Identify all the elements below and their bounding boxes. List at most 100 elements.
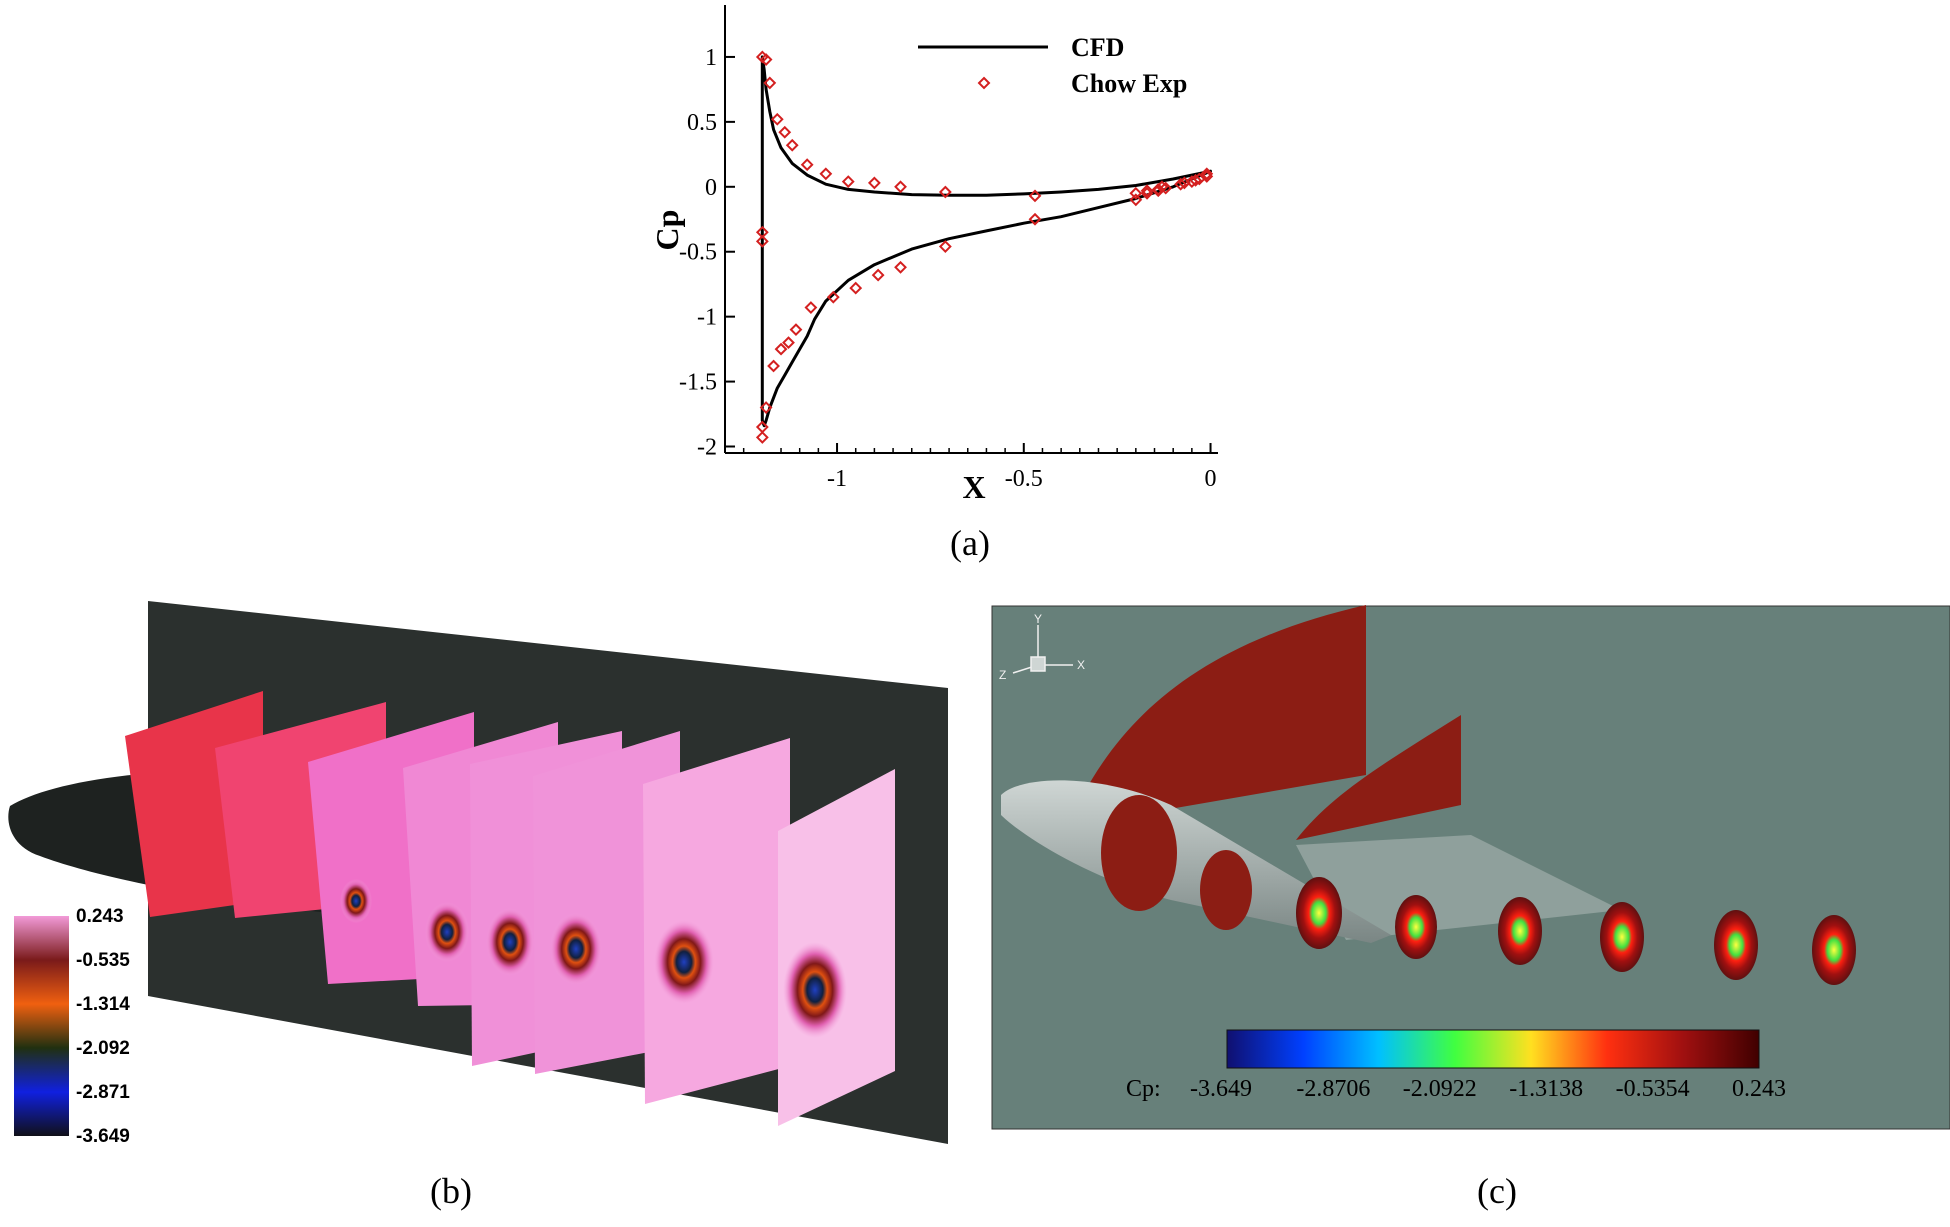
- fin-small: [1296, 715, 1461, 840]
- exp-point: [867, 176, 881, 190]
- vortex-core: [1296, 877, 1342, 949]
- exp-point: [1174, 177, 1188, 191]
- exp-point: [894, 260, 907, 274]
- caption-a: (a): [950, 523, 990, 563]
- x-tick-label: -0.5: [1005, 466, 1043, 492]
- exp-point: [1189, 173, 1203, 187]
- vortex-core: [340, 879, 372, 923]
- cfd-image: Y Z X Cp: -3.649 -2.8706 -2.0922 -1.3138 -0.…: [991, 605, 1950, 1130]
- caption-b: (b): [430, 1171, 472, 1211]
- legend-exp-label: Chow Exp: [1071, 69, 1187, 98]
- x-axis-label: X: [962, 469, 985, 505]
- slice-plane: [643, 738, 790, 1104]
- colorbar-c-labels: -3.649 -2.8706 -2.0922 -1.3138 -0.5354 0.243: [1190, 1076, 1786, 1102]
- axis-z-label: Z: [999, 668, 1006, 682]
- colorbar-b: 0.243 -0.535 -1.314 -2.092 -2.871 -3.649: [14, 906, 130, 1147]
- axis-x-label: X: [1077, 658, 1085, 672]
- chart-axes: 1 0.5 0 -0.5 -1 -1.5 -2 -1 -0.5 0 X Cp: [649, 5, 1218, 505]
- chart-legend: CFD Chow Exp: [918, 33, 1187, 98]
- exp-point: [789, 323, 803, 337]
- y-tick-label: -1: [697, 305, 717, 331]
- exp-point: [1200, 167, 1214, 181]
- colorbar-b-label: -3.649: [76, 1126, 130, 1146]
- cp-chart: 1 0.5 0 -0.5 -1 -1.5 -2 -1 -0.5 0 X Cp CFD Chow Exp: [649, 5, 1218, 505]
- vortex-core: [783, 942, 847, 1038]
- exp-point: [1028, 212, 1042, 226]
- legend-exp-swatch: [977, 76, 991, 90]
- colorbar-b-label: -1.314: [76, 994, 130, 1015]
- exp-point: [1140, 184, 1154, 198]
- fin-large: [1066, 605, 1366, 830]
- exp-point: [759, 401, 773, 414]
- exp-point: [755, 431, 769, 444]
- vortex-core: [1395, 895, 1437, 959]
- exp-point: [871, 268, 885, 282]
- colorbar-b-label: -2.092: [76, 1038, 130, 1059]
- y-axis-label: Cp: [649, 210, 685, 251]
- colorbar-b-label: -2.871: [76, 1082, 130, 1103]
- vortex-core: [654, 920, 714, 1004]
- exp-point: [785, 138, 799, 152]
- exp-point: [767, 359, 780, 373]
- exp-point: [849, 281, 863, 295]
- exp-point: [826, 290, 840, 304]
- y-tick-label: -0.5: [679, 240, 717, 266]
- exp-point: [763, 76, 777, 90]
- x-tick-label: 0: [1205, 466, 1217, 492]
- exp-point: [759, 53, 773, 66]
- vortex-core: [486, 908, 534, 976]
- exp-point: [1200, 169, 1214, 183]
- vortex-core: [1600, 902, 1644, 972]
- colorbar-c-label: -1.3138: [1509, 1076, 1583, 1102]
- slice-plane: [778, 769, 895, 1126]
- vortex-core: [1101, 795, 1177, 911]
- colorbar-c-label: -2.8706: [1296, 1076, 1370, 1102]
- exp-point: [1129, 193, 1143, 207]
- experiment-image: 0.243 -0.535 -1.314 -2.092 -2.871 -3.649: [0, 596, 950, 1147]
- exp-point: [755, 234, 769, 248]
- y-tick-label: -2: [697, 435, 717, 461]
- chart-series: [755, 50, 1214, 444]
- vortex-core: [550, 913, 602, 985]
- exp-point: [938, 240, 952, 253]
- y-tick-label: 1: [705, 45, 717, 71]
- legend-cfd-label: CFD: [1071, 33, 1124, 62]
- axis-y-label: Y: [1034, 612, 1042, 626]
- exp-point: [841, 175, 855, 189]
- vortex-core: [1714, 910, 1758, 980]
- y-tick-label: -1.5: [679, 370, 717, 396]
- vortex-core: [1200, 850, 1252, 930]
- colorbar-c-label: -3.649: [1190, 1076, 1252, 1102]
- exp-point: [819, 167, 833, 181]
- colorbar-c-label: 0.243: [1732, 1076, 1786, 1102]
- colorbar-c-label: -2.0922: [1403, 1076, 1477, 1102]
- exp-point: [1028, 189, 1042, 203]
- colorbar-c-label: -0.5354: [1616, 1076, 1690, 1102]
- exp-point: [1177, 176, 1191, 190]
- cfd-scene: Y Z X Cp: -3.649 -2.8706 -2.0922 -1.3138 -0.…: [991, 605, 1950, 1130]
- exp-point: [1129, 186, 1143, 200]
- exp-point: [800, 158, 814, 172]
- colorbar-b-bar: [14, 916, 69, 1136]
- colorbar-title: Cp:: [1126, 1076, 1161, 1102]
- exp-point: [1140, 186, 1154, 200]
- y-tick-label: 0.5: [687, 110, 717, 136]
- x-tick-label: -1: [827, 466, 847, 492]
- axes-triad: [1012, 625, 1073, 674]
- exp-point: [782, 336, 795, 350]
- body-nose: [1001, 780, 1391, 943]
- exp-point: [774, 342, 788, 356]
- exp-point: [778, 125, 792, 139]
- vortex-core: [1812, 915, 1856, 985]
- y-tick-label: 0: [705, 175, 717, 201]
- vortex-core: [1498, 897, 1542, 965]
- exp-point: [938, 185, 952, 199]
- colorbar-b-label: -0.535: [76, 950, 130, 971]
- cfd-line: [760, 55, 1212, 428]
- wing-plane: [1296, 835, 1621, 940]
- colorbar-c: [1226, 1029, 1760, 1069]
- exp-point: [894, 180, 907, 194]
- colorbar-b-label: 0.243: [76, 906, 124, 927]
- vortex-core: [425, 902, 469, 962]
- exp-point: [804, 301, 818, 314]
